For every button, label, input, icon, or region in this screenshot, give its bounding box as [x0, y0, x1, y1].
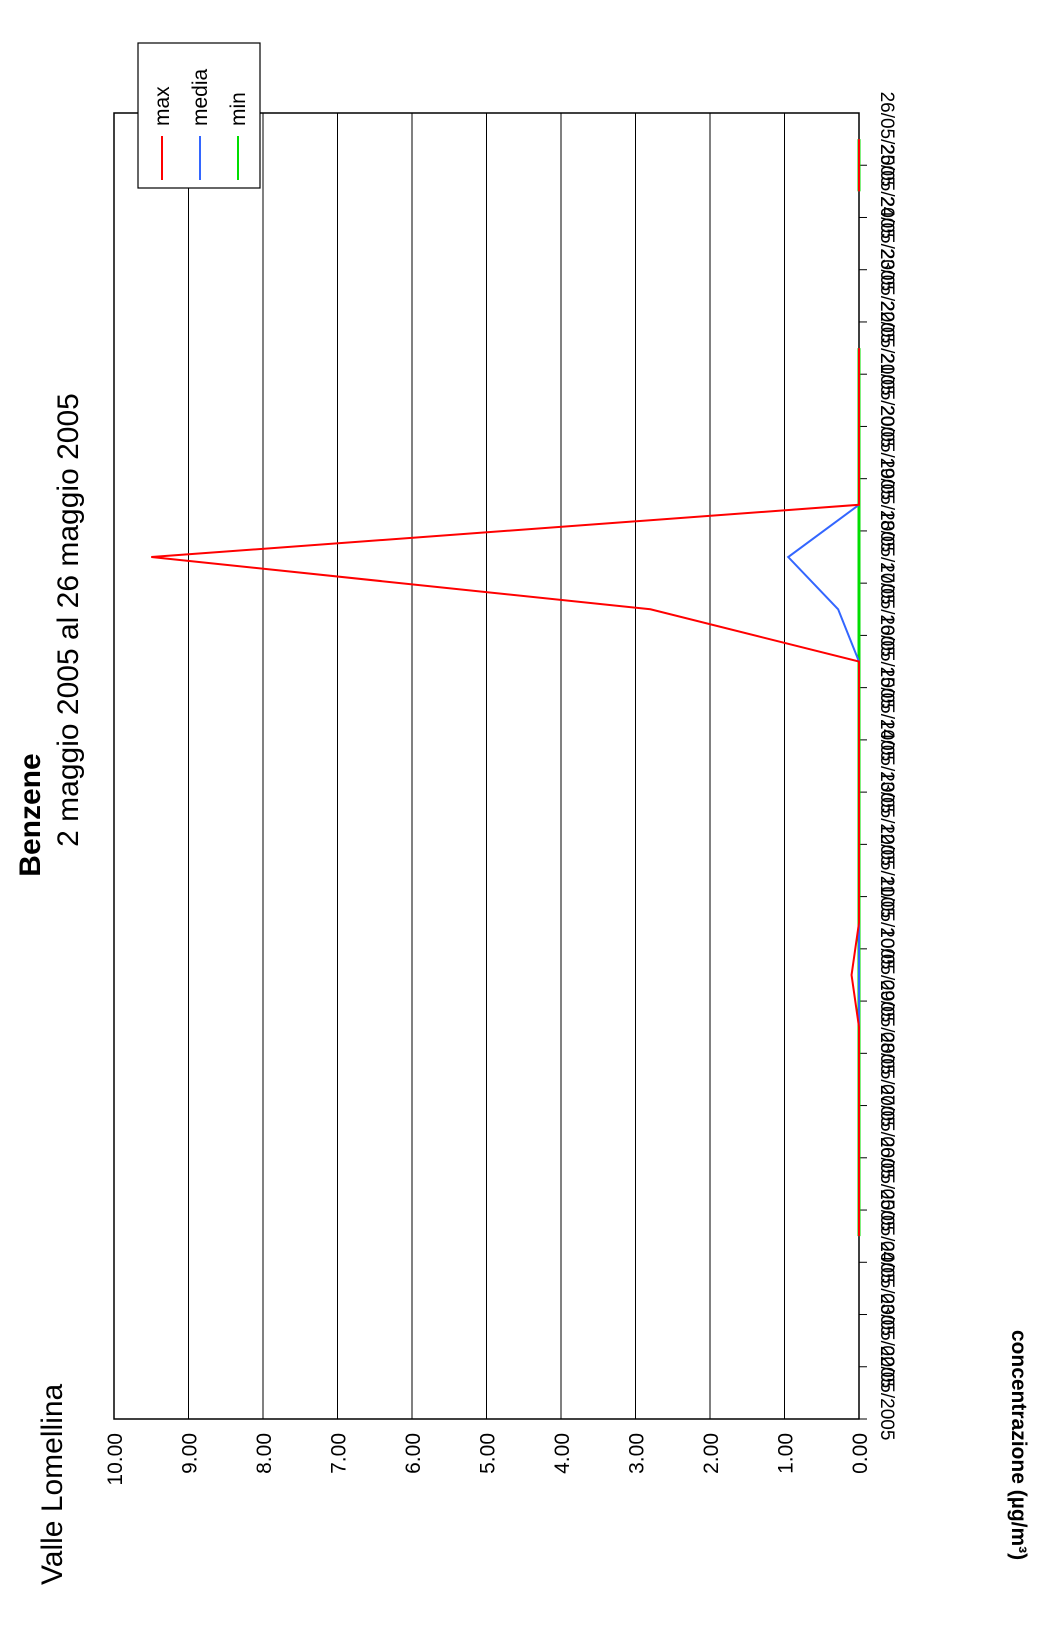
x-tick-label: 15/05/2005 [876, 666, 897, 761]
y-tick-label: 6.00 [402, 1433, 425, 1474]
x-tick-label: 08/05/2005 [876, 1032, 897, 1127]
x-tick-label: 02/05/2005 [876, 1345, 897, 1440]
x-axis: 02/05/200503/05/200504/05/200505/05/2005… [859, 92, 897, 1440]
x-tick-label: 11/05/2005 [876, 876, 897, 970]
x-tick-label: 16/05/2005 [876, 614, 897, 709]
y-tick-label: 8.00 [253, 1433, 276, 1474]
legend-label-media: media [189, 68, 212, 126]
y-tick-label: 1.00 [775, 1433, 798, 1474]
grid-lines [188, 113, 785, 1419]
chart-subtitle: 2 maggio 2005 al 26 maggio 2005 [52, 393, 85, 847]
y-tick-label: 7.00 [328, 1433, 351, 1474]
x-tick-label: 07/05/2005 [876, 1084, 897, 1179]
y-tick-label: 3.00 [626, 1433, 649, 1474]
x-tick-label: 21/05/2005 [876, 353, 897, 448]
legend-label-min: min [227, 92, 250, 126]
legend-box [137, 42, 261, 189]
x-tick-label: 13/05/2005 [876, 771, 897, 866]
y-axis: 0.00 1.00 2.00 3.00 4.00 5.00 6.00 7.00 8.00 9.00… [104, 1433, 872, 1486]
station-name: Valle Lomellina [36, 1383, 69, 1585]
x-tick-label: 19/05/2005 [876, 457, 897, 552]
series-line-media [786, 348, 860, 1237]
x-tick-label: 20/05/2005 [876, 405, 897, 500]
x-tick-label: 17/05/2005 [876, 562, 897, 657]
x-tick-label: 14/05/2005 [876, 718, 897, 813]
x-tick-label: 04/05/2005 [876, 1241, 897, 1336]
chart-title: Benzene [14, 753, 47, 876]
y-tick-label: 9.00 [179, 1433, 202, 1474]
x-tick-label: 06/05/2005 [876, 1136, 897, 1231]
legend-label-max: max [151, 86, 174, 126]
x-tick-label: 09/05/2005 [876, 980, 897, 1075]
x-tick-label: 22/05/2005 [876, 301, 897, 396]
x-tick-label: 05/05/2005 [876, 1189, 897, 1284]
x-tick-label: 25/05/2005 [876, 144, 897, 239]
x-tick-label: 18/05/2005 [876, 509, 897, 604]
x-tick-label: 23/05/2005 [876, 248, 897, 343]
y-tick-label: 2.00 [700, 1433, 723, 1474]
y-tick-label: 5.00 [477, 1433, 500, 1474]
y-tick-label: 0.00 [849, 1433, 872, 1474]
x-tick-label: 26/05/2005 [876, 92, 897, 187]
y-tick-label: 4.00 [551, 1433, 574, 1474]
x-tick-label: 03/05/2005 [876, 1293, 897, 1388]
series-lines [151, 139, 861, 1237]
x-tick-label: 12/05/2005 [876, 823, 897, 918]
y-axis-label: concentrazione (µg/m³) [1007, 1330, 1030, 1560]
series-line-max [151, 348, 860, 1237]
legend: max media min [137, 42, 261, 189]
x-tick-label: 24/05/2005 [876, 196, 897, 291]
y-tick-label: 10.00 [104, 1433, 127, 1486]
x-tick-label: 10/05/2005 [876, 927, 897, 1022]
